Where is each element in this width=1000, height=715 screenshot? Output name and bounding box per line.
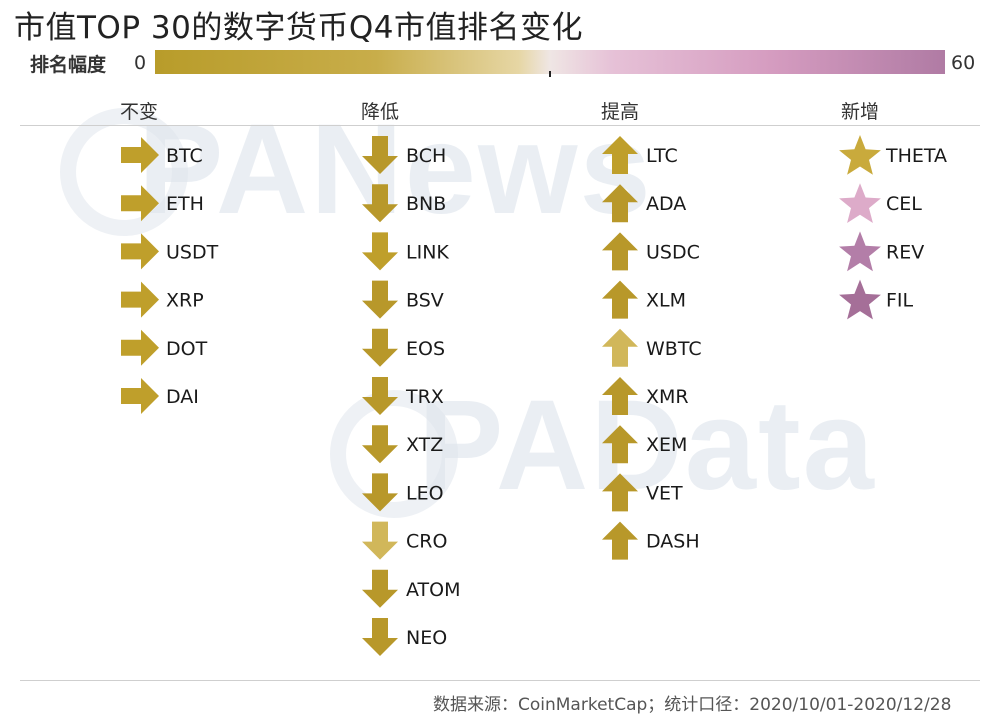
arrow-down-icon — [362, 328, 398, 367]
legend-midpoint-tick — [549, 71, 551, 77]
arrow-right-icon — [121, 233, 159, 270]
arrow-down-icon — [362, 425, 398, 464]
watermark-panews: PANews — [138, 98, 653, 241]
coin-label: WBTC — [646, 338, 702, 360]
arrow-down-icon — [362, 569, 398, 608]
coin-label: BTC — [166, 145, 203, 167]
legend-max-label: 60 — [951, 52, 976, 74]
coin-label: REV — [886, 241, 924, 263]
coin-label: USDC — [646, 241, 700, 263]
arrow-down-icon — [362, 280, 398, 319]
arrow-up-icon — [602, 473, 638, 512]
arrow-right-icon — [121, 281, 159, 318]
coin-label: ATOM — [406, 579, 460, 601]
column-header-unchanged: 不变 — [120, 101, 159, 123]
arrow-down-icon — [362, 184, 398, 223]
header-divider — [20, 125, 980, 126]
watermark-padata: PAData — [418, 374, 876, 517]
arrow-up-icon — [602, 232, 638, 271]
arrow-down-icon — [362, 377, 398, 415]
coin-label: FIL — [886, 290, 914, 312]
coin-label: EOS — [406, 338, 445, 360]
coin-label: XRP — [166, 290, 204, 312]
arrow-right-icon — [121, 378, 159, 414]
coin-label: BNB — [406, 193, 446, 215]
arrow-up-icon — [602, 136, 638, 174]
arrow-down-icon — [362, 618, 398, 656]
arrow-up-icon — [602, 280, 638, 319]
arrow-up-icon — [602, 521, 638, 560]
column-header-new: 新增 — [841, 101, 880, 123]
star-icon — [839, 135, 881, 175]
coin-label: XMR — [646, 386, 689, 408]
coin-label: THETA — [885, 145, 947, 167]
coin-label: ADA — [646, 193, 686, 215]
chart-title: 市值TOP 30的数字货币Q4市值排名变化 — [14, 10, 583, 46]
column-header-increased: 提高 — [601, 101, 640, 123]
arrow-up-icon — [602, 328, 638, 367]
arrow-right-icon — [121, 329, 159, 366]
coin-label: USDT — [166, 241, 219, 263]
legend-color-scale — [155, 50, 945, 74]
coin-label: DAI — [166, 386, 199, 408]
coin-label: XTZ — [406, 434, 443, 456]
arrow-up-icon — [602, 425, 638, 464]
coin-label: ETH — [166, 193, 204, 215]
coin-label: NEO — [406, 627, 447, 649]
coin-label: BCH — [406, 145, 446, 167]
data-source: 数据来源：CoinMarketCap；统计口径：2020/10/01-2020/… — [433, 695, 952, 715]
star-icon — [839, 279, 881, 320]
coin-label: BSV — [406, 290, 444, 312]
column-header-decreased: 降低 — [361, 101, 400, 123]
legend-min-label: 0 — [134, 52, 147, 74]
coin-label: CRO — [406, 531, 447, 553]
arrow-up-icon — [602, 184, 638, 223]
arrow-down-icon — [362, 232, 398, 271]
arrow-down-icon — [362, 473, 398, 512]
coin-label: XLM — [646, 290, 686, 312]
coin-label: XEM — [646, 434, 687, 456]
coin-label: VET — [646, 482, 683, 504]
arrow-down-icon — [362, 136, 398, 174]
arrow-down-icon — [362, 521, 398, 560]
arrow-right-icon — [121, 185, 159, 222]
arrow-right-icon — [121, 137, 159, 173]
coin-label: LEO — [406, 482, 444, 504]
coin-label: LINK — [406, 241, 449, 263]
coin-label: DOT — [166, 338, 208, 360]
arrow-up-icon — [602, 377, 638, 415]
coin-label: TRX — [405, 386, 444, 408]
star-icon — [839, 183, 881, 223]
legend-label: 排名幅度 — [30, 54, 107, 76]
coin-label: DASH — [646, 531, 700, 553]
footer-divider — [20, 680, 980, 681]
coin-label: LTC — [646, 145, 678, 167]
star-icon — [839, 231, 881, 272]
coin-label: CEL — [886, 193, 922, 215]
